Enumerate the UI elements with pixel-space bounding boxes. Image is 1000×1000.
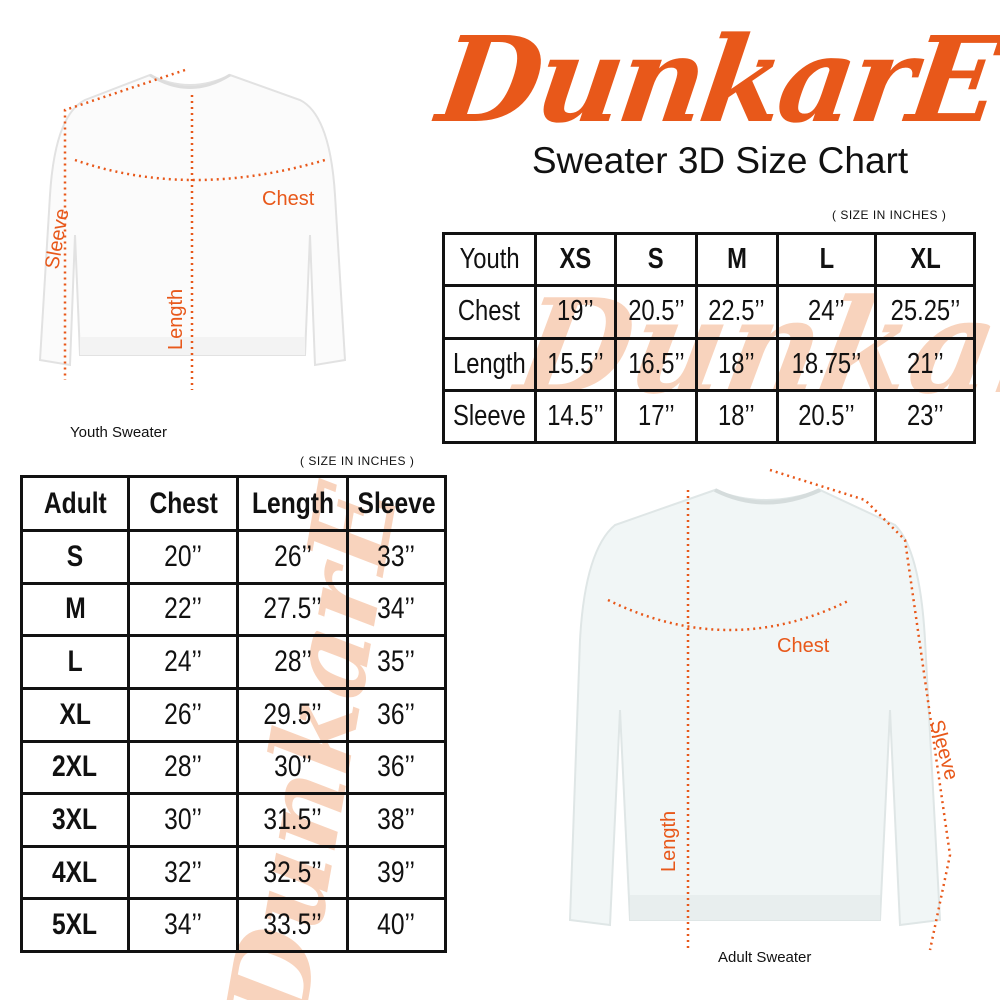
size-label: 3XL	[52, 802, 98, 836]
cell: 36’’	[377, 750, 416, 784]
table-row: 5XL 34’’ 33.5’’ 40’’	[19, 897, 448, 953]
size-label: S	[66, 539, 84, 573]
youth-sweater-hem	[80, 337, 305, 355]
header-cell: XS	[559, 243, 592, 276]
table-row: M 22’’ 27.5’’ 34’’	[19, 581, 448, 638]
size-label: M	[64, 592, 86, 626]
cell: 15.5’’	[547, 347, 604, 380]
page-title: Sweater 3D Size Chart	[531, 140, 909, 181]
cell: 29.5’’	[263, 697, 322, 731]
adult-sleeve-arrow	[769, 468, 952, 951]
adult-unit-note: ( SIZE IN INCHES )	[300, 454, 415, 468]
cell: 28’’	[273, 645, 312, 679]
table-row: 4XL 32’’ 32.5’’ 39’’	[19, 844, 448, 901]
table-row: Length 15.5’’ 16.5’’ 18’’ 18.75’’ 21’’	[442, 336, 976, 392]
cell: 14.5’’	[547, 399, 604, 432]
header-cell: M	[726, 243, 747, 276]
adult-length-label: Length	[658, 811, 680, 872]
header-cell: XL	[909, 243, 941, 276]
cell: 25.25’’	[890, 295, 960, 328]
cell: 33.5’’	[263, 908, 322, 942]
table-row: L 24’’ 28’’ 35’’	[19, 634, 448, 690]
adult-sweater-hem	[630, 895, 880, 920]
cell: 26’’	[273, 539, 312, 573]
adult-size-table: Adult Chest Length Sleeve S 20’’ 26’’ 33’’ …	[19, 475, 448, 953]
table-row: S 20’’ 26’’ 33’’	[19, 529, 448, 585]
row-label: Sleeve	[452, 399, 526, 432]
cell: 18’’	[718, 399, 756, 432]
cell: 20.5’’	[798, 399, 855, 432]
cell: 38’’	[377, 802, 416, 836]
youth-chest-arrow	[74, 158, 326, 182]
youth-length-label: Length	[165, 289, 187, 350]
youth-chest-label: Chest	[262, 188, 315, 210]
adult-chest-label: Chest	[777, 635, 830, 657]
table-row: Chest 19’’ 20.5’’ 22.5’’ 24’’ 25.25’’	[442, 284, 976, 340]
size-label: L	[67, 645, 83, 679]
cell: 21’’	[906, 347, 944, 380]
cell: 22’’	[164, 592, 203, 626]
size-label: 5XL	[52, 908, 98, 942]
cell: 18’’	[718, 347, 756, 380]
youth-caption: Youth Sweater	[70, 424, 168, 441]
cell: 16.5’’	[627, 347, 685, 380]
header-cell: L	[819, 243, 834, 276]
cell: 35’’	[377, 645, 416, 679]
cell: 34’’	[164, 908, 203, 942]
header-cell: Length	[251, 486, 334, 520]
header-cell: Youth	[459, 243, 520, 276]
cell: 26’’	[164, 697, 203, 731]
youth-sweater-body	[38, 73, 347, 367]
adult-caption: Adult Sweater	[718, 949, 812, 966]
table-row: Sleeve 14.5’’ 17’’ 18’’ 20.5’’ 23’’	[442, 388, 976, 445]
header-cell: Chest	[149, 486, 218, 520]
cell: 27.5’’	[263, 592, 322, 626]
header-cell: S	[648, 243, 665, 276]
cell: 32.5’’	[263, 855, 322, 889]
cell: 19’’	[557, 295, 594, 328]
table-row: 3XL 30’’ 31.5’’ 38’’	[19, 792, 448, 848]
cell: 24’’	[164, 645, 203, 679]
table-row: XL 26’’ 29.5’’ 36’’	[19, 686, 448, 743]
table-header-row: Adult Chest Length Sleeve	[19, 475, 448, 532]
cell: 34’’	[377, 592, 416, 626]
row-label: Chest	[458, 295, 521, 328]
adult-sweater-image: Chest Length Sleeve	[568, 468, 962, 951]
size-label: 2XL	[52, 750, 98, 784]
cell: 24’’	[808, 295, 845, 328]
header-cell: Sleeve	[357, 486, 436, 520]
size-label: 4XL	[52, 855, 98, 889]
adult-chest-arrow	[607, 598, 851, 632]
youth-sweater-image: Chest Length Sleeve	[38, 68, 347, 390]
row-label: Length	[452, 347, 526, 380]
size-label: XL	[59, 697, 91, 731]
cell: 20’’	[164, 539, 203, 573]
cell: 30’’	[164, 802, 203, 836]
cell: 20.5’’	[627, 295, 685, 328]
table-row: 2XL 28’’ 30’’ 36’’	[19, 739, 448, 796]
cell: 30’’	[273, 750, 312, 784]
cell: 18.75’’	[791, 347, 862, 380]
cell: 23’’	[906, 399, 944, 432]
youth-sleeve-arrow	[63, 68, 186, 380]
cell: 36’’	[377, 697, 416, 731]
cell: 39’’	[377, 855, 416, 889]
brand-logo: DunkarE	[430, 10, 1000, 149]
cell: 40’’	[377, 908, 416, 942]
cell: 28’’	[164, 750, 203, 784]
youth-unit-note: ( SIZE IN INCHES )	[832, 208, 947, 222]
cell: 31.5’’	[263, 802, 322, 836]
header-cell: Adult	[43, 486, 107, 520]
adult-sweater-body	[568, 488, 942, 927]
table-header-row: Youth XS S M L XL	[442, 231, 976, 288]
cell: 22.5’’	[708, 295, 765, 328]
cell: 32’’	[164, 855, 203, 889]
youth-size-table: Youth XS S M L XL Chest 19’’ 20.5’’ 22.5…	[442, 231, 976, 445]
cell: 33’’	[377, 539, 416, 573]
cell: 17’’	[637, 399, 675, 432]
